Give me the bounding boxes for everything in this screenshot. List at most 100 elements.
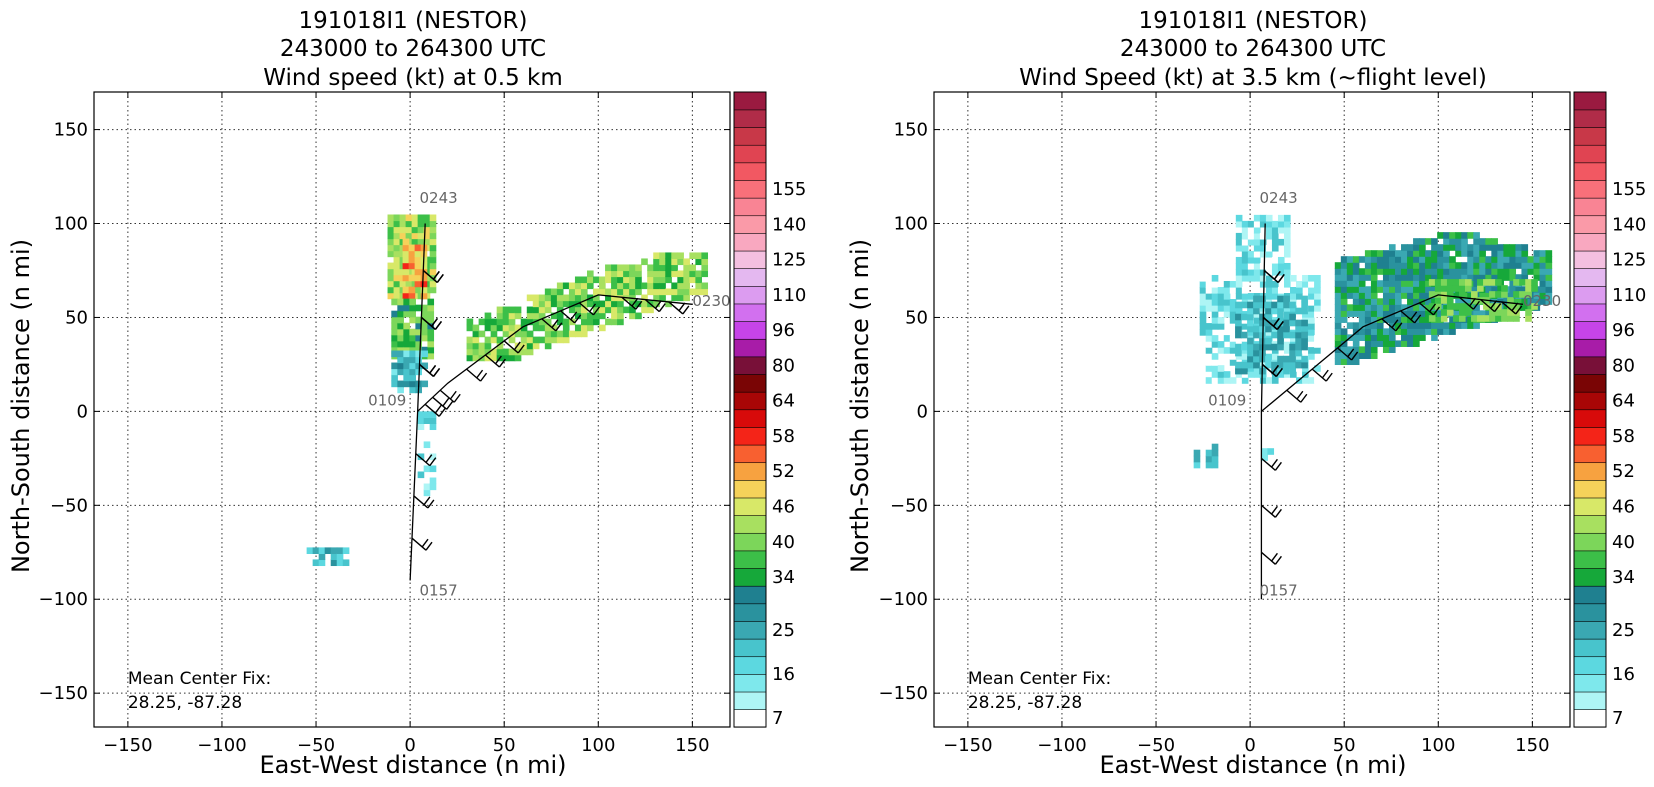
wind-cell [387, 232, 395, 240]
wind-cell [1211, 305, 1219, 312]
wind-cell [1199, 287, 1207, 294]
colorbar-tick-label: 96 [1612, 320, 1635, 341]
wind-cell [1465, 303, 1472, 310]
wind-cell [1449, 328, 1456, 335]
wind-cell [1271, 287, 1279, 294]
wind-cell [1290, 371, 1297, 378]
wind-cell [1479, 274, 1486, 281]
wind-cell [1401, 280, 1408, 287]
wind-cell [1455, 250, 1462, 257]
wind-cell [635, 264, 642, 272]
track-time-label: 0157 [1260, 581, 1298, 599]
wind-cell [1473, 232, 1480, 239]
wind-cell [1413, 340, 1420, 347]
wind-cell [1289, 313, 1296, 321]
wind-cell [1247, 325, 1254, 333]
wind-cell [1419, 256, 1426, 263]
wind-cell [1223, 377, 1231, 384]
wind-cell [532, 336, 540, 344]
plot-frame [93, 91, 731, 728]
wind-cell [502, 306, 510, 314]
wind-cell [629, 312, 636, 320]
barb-flag [555, 322, 563, 332]
wind-cell [1314, 365, 1321, 372]
wind-cell [1295, 343, 1302, 351]
wind-barb [1260, 457, 1282, 471]
wind-cell [490, 336, 498, 344]
wind-cell [1205, 341, 1213, 348]
wind-cell [1437, 328, 1444, 335]
x-tick-label: −150 [103, 735, 152, 756]
wind-cell [1443, 256, 1450, 263]
wind-cell [1382, 256, 1390, 263]
wind-cell [1533, 250, 1541, 257]
wind-cell [1437, 316, 1444, 323]
wind-cell [1247, 274, 1255, 282]
wind-cell [1283, 311, 1291, 318]
wind-cell [1364, 250, 1372, 257]
wind-cell [496, 348, 504, 356]
wind-cell [421, 350, 429, 358]
wind-cell [1241, 323, 1249, 330]
wind-cell [391, 374, 398, 382]
wind-cell [1302, 274, 1309, 282]
y-tick-label: 0 [77, 401, 88, 422]
wind-cell [1205, 335, 1213, 342]
wind-cell [415, 316, 423, 324]
wind-cell [1241, 343, 1248, 351]
barb-flag [1300, 393, 1308, 403]
wind-cell [1477, 297, 1484, 304]
x-tick-label: 50 [1333, 735, 1356, 756]
wind-cell [611, 294, 618, 302]
colorbar-segment [1573, 567, 1607, 587]
wind-cell [1485, 238, 1492, 245]
wind-cell [1289, 355, 1296, 363]
wind-cell [1525, 279, 1532, 286]
wind-barb [422, 269, 444, 284]
wind-cell [1364, 256, 1372, 263]
colorbar-segment [733, 462, 767, 481]
wind-cell [1265, 220, 1273, 228]
y-tick-label: 50 [65, 307, 88, 328]
wind-cell [1531, 279, 1538, 286]
barb-staff [503, 340, 519, 354]
track-time-label: 0243 [420, 189, 458, 207]
barb-staff [560, 310, 576, 324]
wind-cell [1413, 244, 1420, 251]
barb-flag [1347, 348, 1355, 358]
wind-cell [1419, 304, 1426, 311]
wind-cell [1229, 353, 1237, 360]
wind-barb [1260, 551, 1282, 565]
wind-cell [1515, 256, 1523, 263]
wind-cell [1431, 286, 1438, 293]
wind-cell [1334, 352, 1342, 359]
wind-cell [1539, 250, 1547, 257]
wind-cell [1205, 280, 1213, 288]
wind-cell [629, 276, 636, 284]
wind-cell [393, 238, 401, 246]
wind-cell [1247, 256, 1255, 264]
wind-cell [1413, 328, 1420, 335]
wind-cell [1346, 304, 1354, 311]
wind-cell [306, 547, 314, 555]
wind-cell [1495, 315, 1502, 322]
wind-cell [1527, 298, 1535, 305]
wind-cell [1364, 316, 1372, 323]
wind-cell [1425, 322, 1432, 329]
wind-cell [1495, 279, 1502, 286]
wind-cell [429, 226, 437, 234]
wind-cell [695, 288, 702, 296]
wind-cell [1314, 341, 1321, 348]
wind-cell [1452, 279, 1460, 286]
wind-cell [1277, 256, 1285, 264]
wind-cell [1503, 268, 1511, 275]
wind-cell [1461, 322, 1468, 329]
wind-cell [1382, 316, 1390, 323]
wind-cell [409, 350, 416, 358]
wind-cell [417, 417, 425, 425]
wind-cell [1525, 285, 1532, 292]
barb-flag [1321, 369, 1329, 379]
wind-cell [1407, 250, 1414, 257]
wind-cell [1388, 304, 1396, 311]
wind-cell [387, 244, 395, 252]
